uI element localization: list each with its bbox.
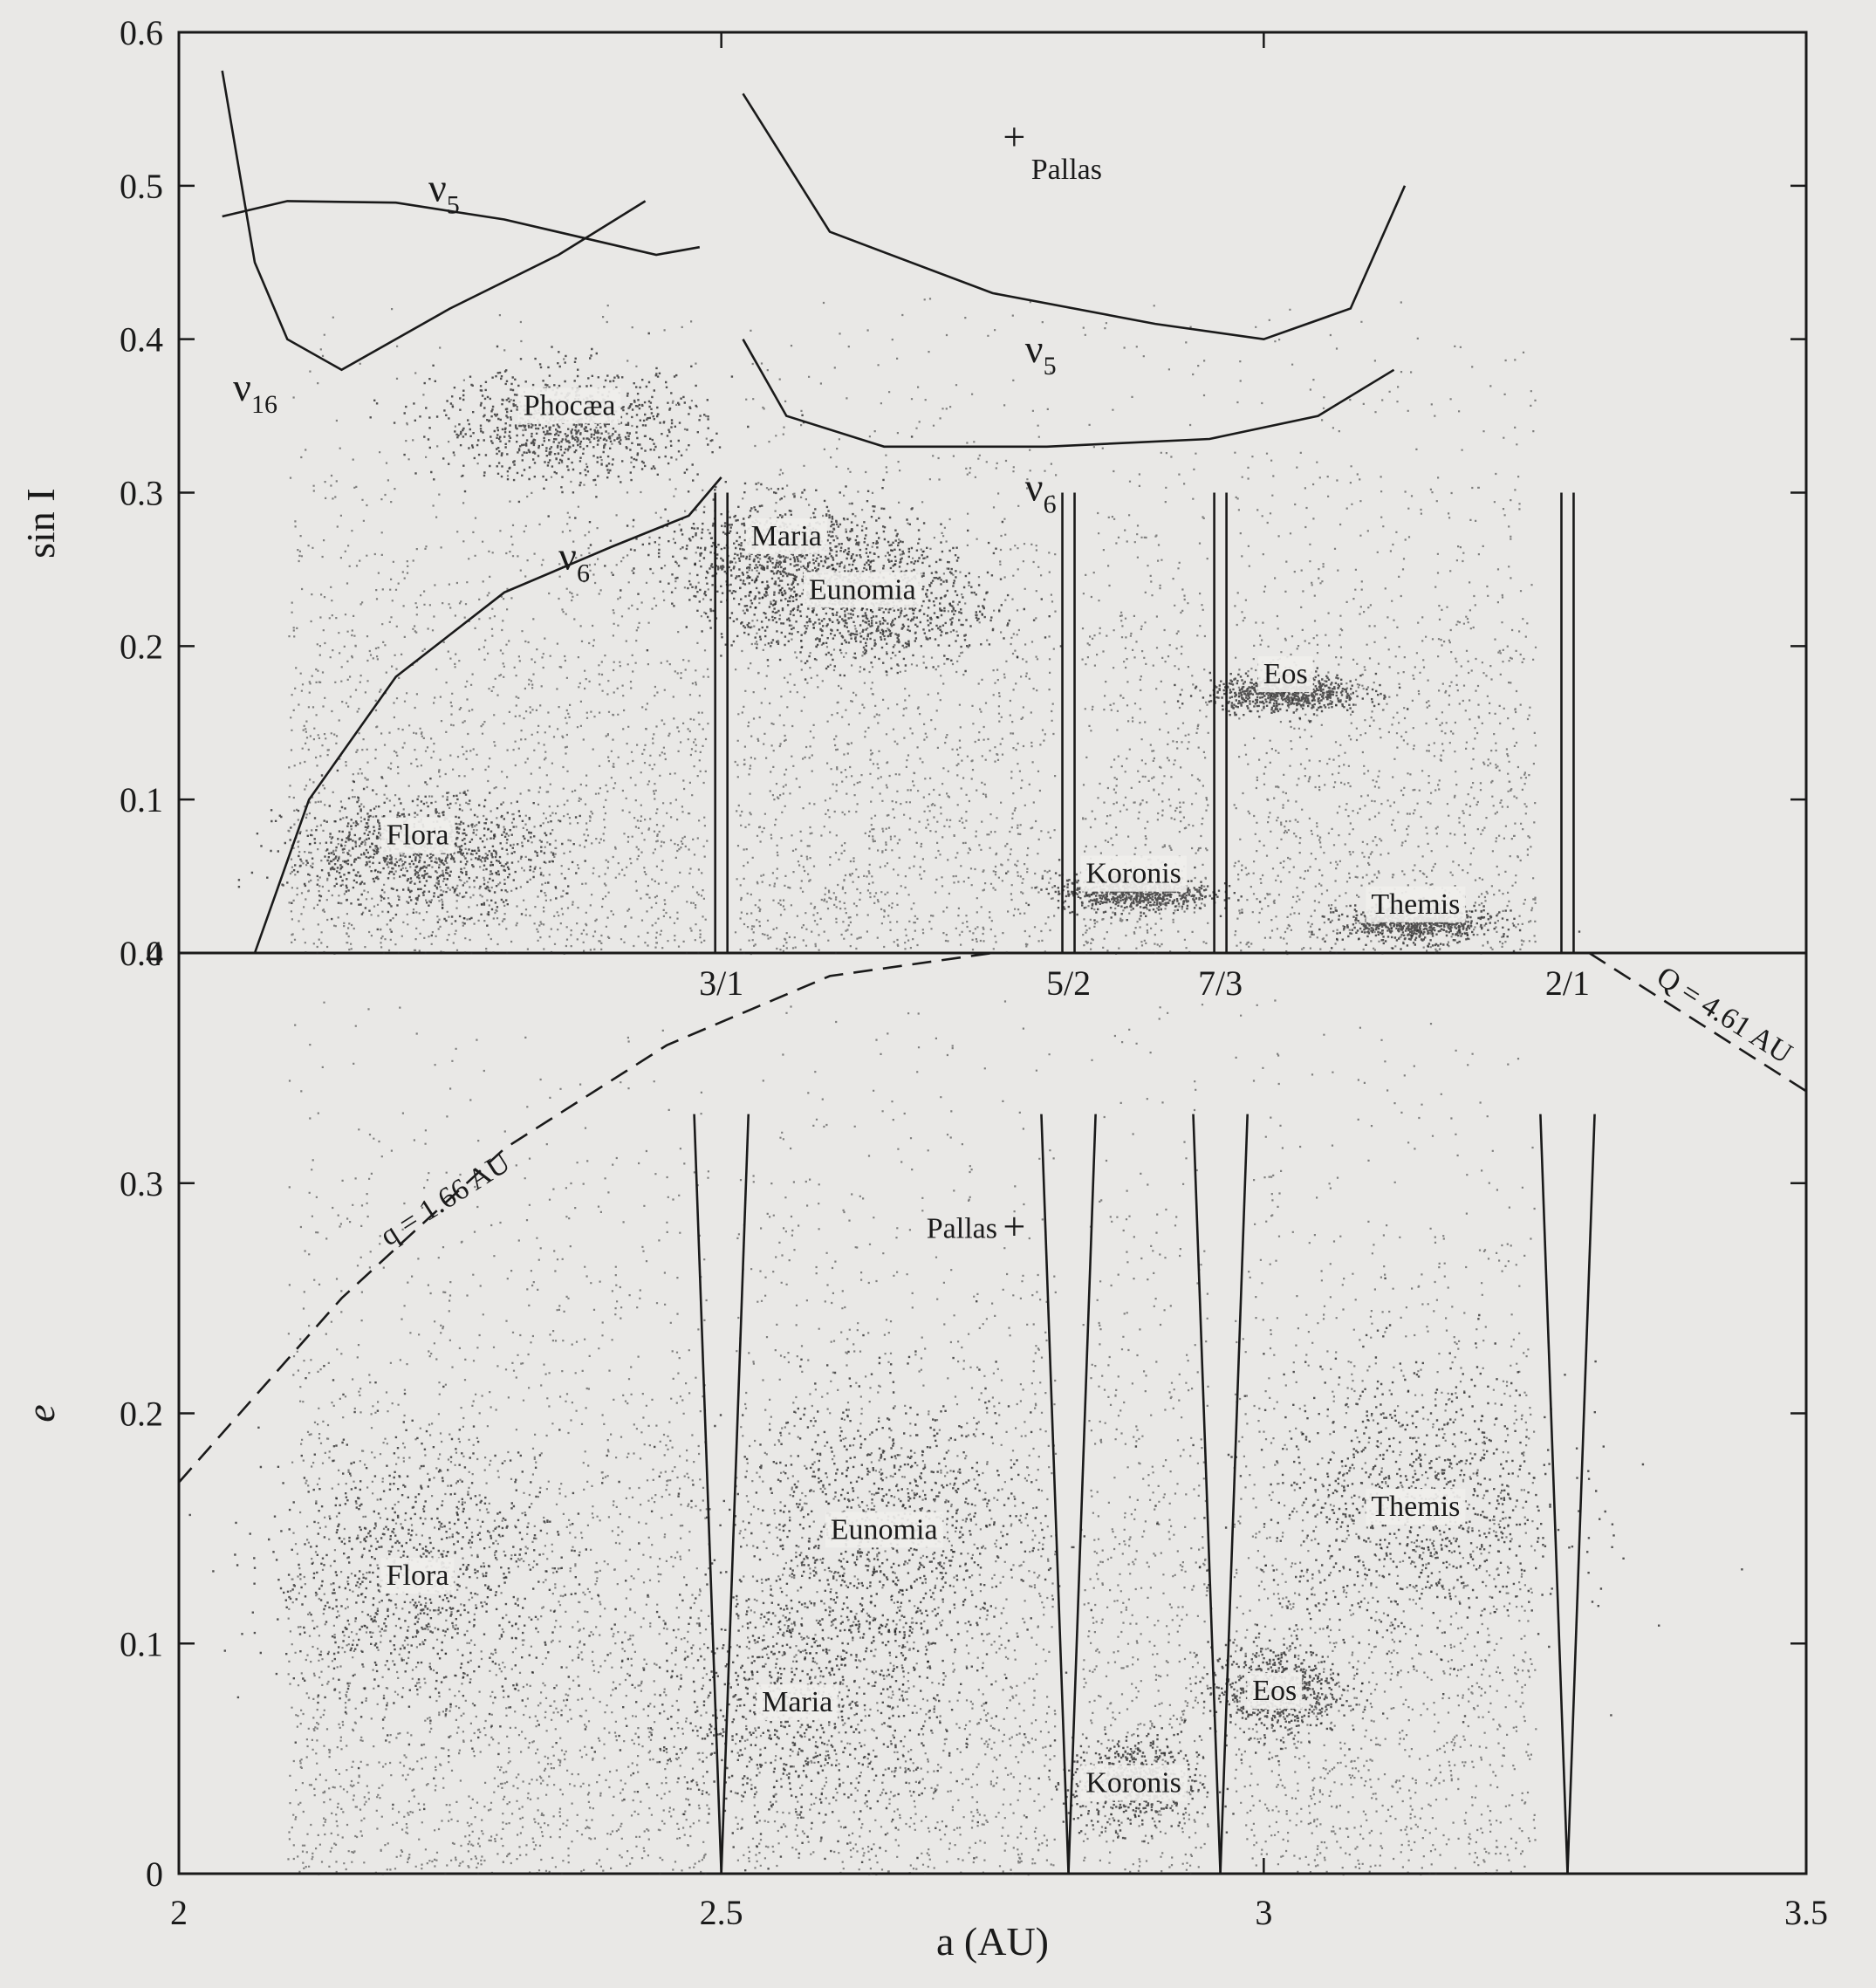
top-family-label-phoca: Phocæa <box>524 389 616 422</box>
top-family-label-bg-eunomia <box>803 572 921 608</box>
top-ytick-label-1: 0.1 <box>120 780 163 819</box>
top-family-label-eunomia: Eunomia <box>809 573 916 606</box>
secular-resonance-label-3: ν5 <box>1025 326 1057 380</box>
bottom-ylabel: e <box>18 1404 63 1422</box>
top-family-label-flora: Flora <box>387 819 449 852</box>
top-family-label-koronis: Koronis <box>1085 858 1181 890</box>
bottom-cluster-maria <box>567 1405 1010 1875</box>
bottom-gap-line-0-1 <box>720 1114 750 1875</box>
top-cluster-eunomia <box>646 537 1063 681</box>
bottom-family-label-bg-eunomia <box>825 1512 943 1548</box>
top-ytick-label-3: 0.3 <box>120 474 163 513</box>
top-family-label-bg-phoca <box>517 387 621 424</box>
boundary-label-1: Q = 4.61 AU <box>1651 961 1797 1071</box>
bottom-family-label-bg-themis <box>1366 1489 1466 1525</box>
top-family-label-bg-koronis <box>1080 855 1187 892</box>
bottom-xtick-label-2: 3 <box>1255 1893 1272 1932</box>
bottom-family-label-bg-flora <box>380 1558 455 1594</box>
top-family-label-themis: Themis <box>1371 888 1460 921</box>
bottom-ytick-label-1: 0.1 <box>120 1624 163 1663</box>
bottom-xtick-label-1: 2.5 <box>700 1893 743 1932</box>
top-family-label-maria: Maria <box>751 520 822 552</box>
top-ytick-label-0: 0 <box>146 934 163 973</box>
boundary-curve-1 <box>1588 951 1807 1093</box>
top-ytick-label-6: 0.6 <box>120 13 163 52</box>
top-ytick-label-5: 0.5 <box>120 167 163 206</box>
bottom-gap-line-0-0 <box>693 1114 722 1875</box>
secular-resonance-label-1: ν5 <box>428 165 460 219</box>
bottom-pallas-marker: + <box>1003 1204 1025 1249</box>
top-family-label-bg-maria <box>745 518 827 554</box>
secular-resonance-label-2: ν16 <box>233 365 277 419</box>
bottom-gap-line-3-1 <box>1566 1114 1596 1875</box>
bottom-pallas-label: Pallas <box>927 1213 997 1245</box>
top-pallas-marker: + <box>1003 114 1025 159</box>
secular-resonance-curve-1 <box>222 200 701 257</box>
bottom-gap-line-3-0 <box>1539 1114 1569 1875</box>
bottom-gap-line-1-0 <box>1040 1114 1070 1875</box>
bottom-ytick-label-4: 0.4 <box>120 934 163 973</box>
top-ytick-label-4: 0.4 <box>120 320 163 360</box>
top-cluster-themis <box>1311 896 1581 953</box>
bottom-family-label-bg-eos <box>1247 1673 1303 1709</box>
resonance-curves <box>178 70 1807 1875</box>
bottom-family-label-koronis: Koronis <box>1085 1767 1181 1799</box>
resonance-label-3-1: 3/1 <box>699 963 743 1003</box>
bottom-family-label-eunomia: Eunomia <box>831 1513 938 1546</box>
bottom-xtick-label-0: 2 <box>170 1893 188 1932</box>
bottom-xtick-label-3: 3.5 <box>1784 1893 1828 1932</box>
bottom-gap-line-1-1 <box>1067 1114 1097 1875</box>
bottom-family-label-bg-maria <box>757 1684 839 1721</box>
bottom-gap-line-2-0 <box>1192 1114 1222 1875</box>
bottom-family-label-maria: Maria <box>762 1686 832 1718</box>
top-family-label-eos: Eos <box>1263 658 1308 690</box>
secular-resonance-label-0: ν6 <box>558 533 590 587</box>
secular-resonance-label-4: ν6 <box>1025 464 1057 518</box>
bottom-ytick-label-3: 0.3 <box>120 1164 163 1203</box>
bottom-xlabel: a (AU) <box>936 1919 1049 1964</box>
boundary-label-0: q = 1.66 AU <box>374 1147 516 1253</box>
top-cluster-eos <box>1174 662 1409 723</box>
secular-resonance-curve-2 <box>221 70 647 372</box>
bottom-ytick-label-0: 0 <box>146 1854 163 1894</box>
boundary-curve-0 <box>178 951 993 1484</box>
chart-labels: 3/1 5/2 7/3 2/1 q = 1.66 AU Q = 4.61 AU 0 0.1 0.… <box>18 13 1828 1964</box>
resonance-label-7-3: 7/3 <box>1198 963 1243 1003</box>
top-family-label-bg-flora <box>380 817 455 853</box>
bottom-family-label-eos: Eos <box>1252 1675 1297 1707</box>
top-cluster-phoca <box>369 332 805 519</box>
secular-resonance-curve-4 <box>742 339 1395 449</box>
bottom-cluster-themis <box>1192 1277 1743 1724</box>
axis-ticks <box>177 31 1808 1875</box>
asteroid-scatter <box>188 298 1743 1876</box>
top-family-label-bg-eos <box>1257 656 1313 693</box>
bottom-family-label-themis: Themis <box>1371 1491 1460 1523</box>
secular-resonance-curve-3 <box>742 93 1407 341</box>
top-ytick-label-2: 0.2 <box>120 627 163 666</box>
top-family-label-bg-themis <box>1366 886 1466 922</box>
top-ylabel: sin I <box>18 488 63 559</box>
secular-resonance-curve-0 <box>253 476 722 954</box>
bottom-background-asteroids <box>287 999 1537 1876</box>
bottom-gap-line-2-1 <box>1219 1114 1249 1875</box>
top-pallas-label: Pallas <box>1031 154 1102 186</box>
resonance-label-2-1: 2/1 <box>1545 963 1590 1003</box>
bottom-ytick-label-2: 0.2 <box>120 1395 163 1434</box>
resonance-label-5-2: 5/2 <box>1046 963 1091 1003</box>
bottom-family-label-flora: Flora <box>387 1560 449 1592</box>
bottom-family-label-bg-koronis <box>1080 1765 1187 1801</box>
